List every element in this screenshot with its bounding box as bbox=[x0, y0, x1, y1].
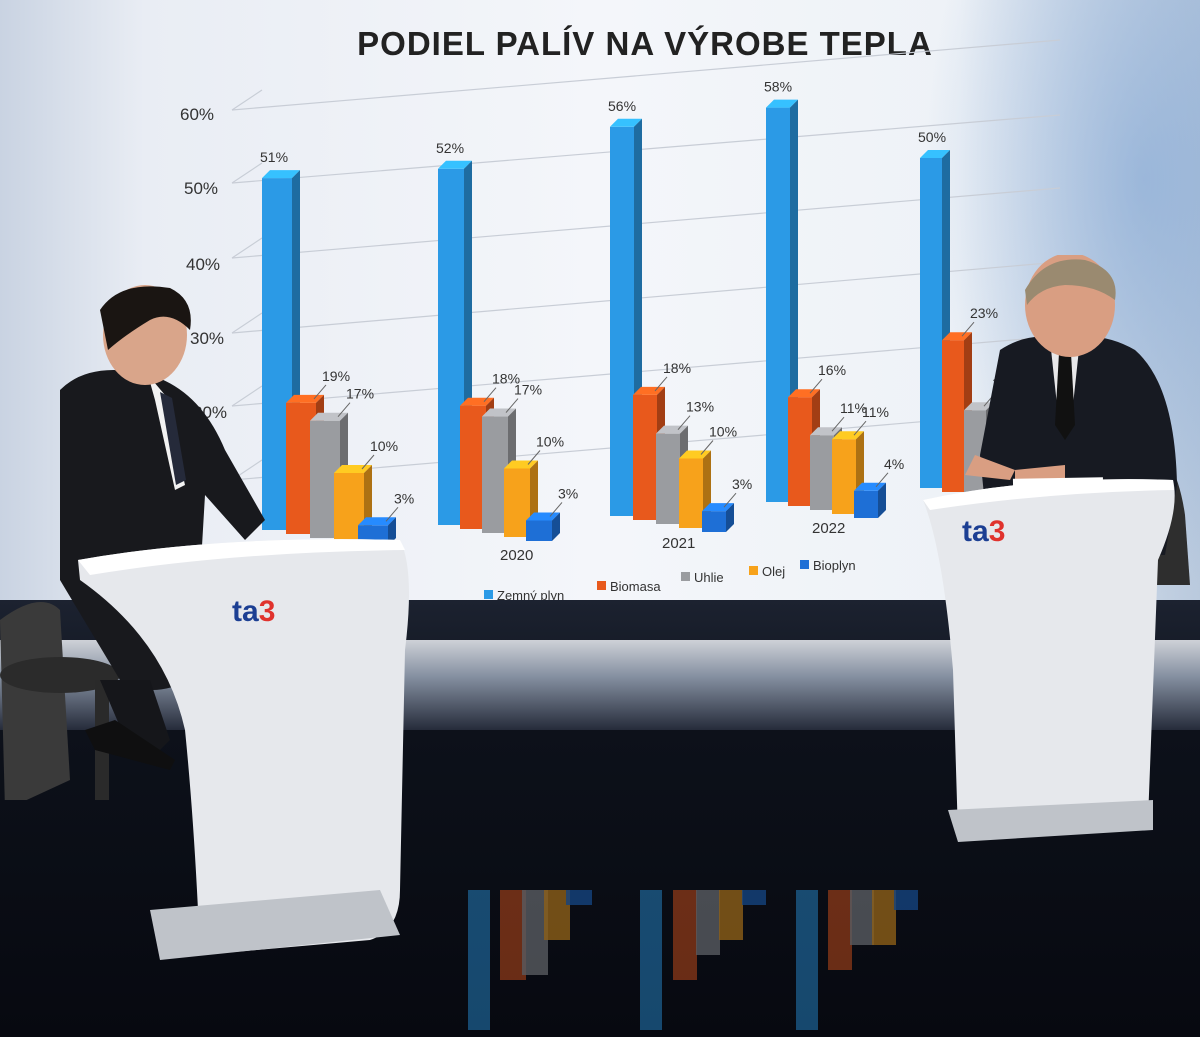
reflection-bar bbox=[640, 890, 662, 1030]
data-label: 56% bbox=[608, 98, 636, 114]
y-tick-label: 40% bbox=[186, 255, 220, 274]
legend-label: Zemný plyn bbox=[497, 588, 564, 603]
gridline bbox=[231, 312, 263, 334]
data-label-leader bbox=[961, 321, 975, 337]
y-tick-label: 30% bbox=[190, 329, 224, 348]
data-label-leader bbox=[677, 415, 691, 430]
data-label: 50% bbox=[918, 129, 946, 145]
legend-swatch bbox=[597, 581, 606, 590]
reflection-bar bbox=[796, 890, 818, 1030]
floor-reflection bbox=[0, 770, 1200, 1037]
reflection-bar bbox=[544, 890, 570, 940]
reflection-bar bbox=[850, 890, 874, 945]
y-tick-label: 60% bbox=[180, 105, 214, 124]
reflection-bar bbox=[828, 890, 852, 970]
reflection-bar bbox=[696, 890, 720, 955]
reflection-bar bbox=[894, 890, 918, 910]
legend-swatch bbox=[681, 572, 690, 581]
gridline bbox=[231, 385, 263, 407]
gridline bbox=[231, 39, 1061, 111]
legend-label: Olej bbox=[762, 564, 785, 579]
desk-left-logo: ta3 bbox=[232, 595, 276, 628]
data-label-leader bbox=[483, 387, 497, 403]
data-label-leader bbox=[723, 492, 737, 508]
x-category-label: 2021 bbox=[662, 535, 695, 552]
data-label: 18% bbox=[663, 360, 691, 376]
data-label: 4% bbox=[884, 456, 904, 472]
data-label-leader bbox=[385, 506, 399, 522]
data-label: 52% bbox=[436, 140, 464, 156]
reflection-bar bbox=[673, 890, 697, 980]
data-label: 19% bbox=[322, 368, 350, 384]
data-label: 13% bbox=[686, 399, 714, 415]
data-label: 11% bbox=[862, 404, 889, 420]
bar-biomasa bbox=[460, 397, 494, 529]
bar-olej bbox=[832, 431, 864, 514]
gridline bbox=[231, 162, 263, 184]
data-label-leader bbox=[337, 402, 351, 418]
data-label: 10% bbox=[536, 434, 564, 450]
bar-bioplyn bbox=[702, 503, 734, 532]
gridline bbox=[231, 89, 263, 111]
data-label: 11% bbox=[840, 400, 867, 416]
data-label: 23% bbox=[970, 305, 998, 321]
data-label: 3% bbox=[558, 485, 578, 501]
legend-swatch bbox=[484, 590, 493, 599]
data-label-leader bbox=[654, 376, 668, 392]
data-label-leader bbox=[853, 420, 867, 436]
gridline bbox=[231, 114, 1061, 184]
data-label: 10% bbox=[709, 424, 737, 440]
chart-title: PODIEL PALÍV NA VÝROBE TEPLA bbox=[357, 25, 933, 62]
reflection-bar bbox=[566, 890, 592, 905]
y-tick-label: 50% bbox=[184, 179, 218, 198]
bar-chart: 60%50%40%30%20%51%19%17%10%3%52%18%17%10… bbox=[180, 39, 1061, 603]
data-label-leader bbox=[809, 378, 823, 394]
data-label-leader bbox=[505, 398, 519, 413]
reflection-bar bbox=[742, 890, 766, 905]
bar-olej bbox=[679, 450, 711, 528]
data-label: 17% bbox=[346, 386, 374, 402]
desk-left bbox=[78, 539, 409, 960]
data-label: 10% bbox=[370, 438, 398, 454]
x-category-label: 2020 bbox=[500, 547, 533, 564]
data-label: 16% bbox=[818, 362, 846, 378]
reflection-bar bbox=[468, 890, 490, 1030]
reflection-bar bbox=[872, 890, 896, 945]
data-label-leader bbox=[361, 454, 375, 470]
x-category-label: 2022 bbox=[812, 520, 845, 537]
bar-bioplyn bbox=[854, 482, 886, 518]
data-label: 51% bbox=[260, 149, 288, 165]
bar-bioplyn bbox=[526, 512, 560, 541]
data-label: 3% bbox=[394, 490, 414, 506]
legend-label: Biomasa bbox=[610, 579, 661, 594]
desk-right-logo: ta3 bbox=[962, 515, 1006, 548]
reflection-bar bbox=[719, 890, 743, 940]
legend-swatch bbox=[749, 566, 758, 575]
data-label: 18% bbox=[492, 371, 520, 387]
presenter-left bbox=[0, 285, 265, 800]
legend-label: Uhlie bbox=[694, 570, 724, 585]
data-label-leader bbox=[831, 416, 845, 432]
data-label-leader bbox=[875, 472, 889, 488]
legend-swatch bbox=[800, 560, 809, 569]
bar-zemný-plyn bbox=[610, 118, 642, 517]
data-label: 17% bbox=[514, 382, 542, 398]
gridline bbox=[231, 237, 263, 259]
data-label-leader bbox=[700, 440, 714, 455]
reflection-bar bbox=[522, 890, 548, 975]
data-label-leader bbox=[527, 450, 541, 465]
legend-label: Bioplyn bbox=[813, 558, 856, 573]
data-label-leader bbox=[313, 384, 327, 400]
data-label: 58% bbox=[764, 79, 792, 95]
reflection-bar bbox=[500, 890, 526, 980]
data-label-leader bbox=[549, 502, 563, 517]
desk-right bbox=[923, 477, 1175, 842]
data-label: 3% bbox=[732, 476, 752, 492]
